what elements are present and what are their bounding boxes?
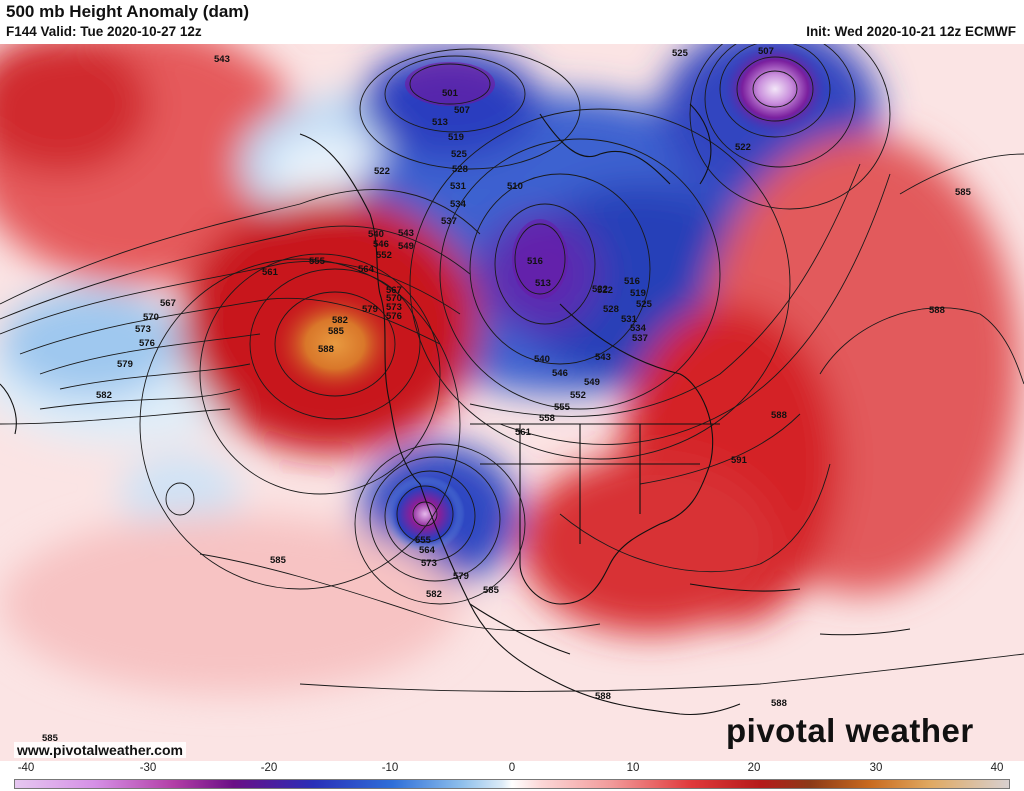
contour-label: 537 <box>441 216 457 227</box>
colorbar-tick: 10 <box>626 762 640 774</box>
contour-label: 531 <box>621 314 638 325</box>
contour-label: 573 <box>135 324 151 335</box>
contour-label: 582 <box>332 315 348 326</box>
contour-label: 507 <box>454 105 470 116</box>
contour-label: 546 <box>552 368 568 379</box>
init-time: Init: Wed 2020-10-21 12z ECMWF <box>806 24 1016 39</box>
contour-label: 516 <box>527 256 543 267</box>
contour-label: 585 <box>483 585 500 596</box>
ridge-core <box>270 289 400 399</box>
contour-label: 501 <box>442 88 459 99</box>
contour-label: 549 <box>398 241 414 252</box>
arctic-low-core <box>405 62 495 106</box>
contour-label: 528 <box>452 164 468 175</box>
contour-label: 561 <box>262 267 279 278</box>
contour-label: 507 <box>758 46 774 57</box>
colorbar-tick: 20 <box>747 762 761 774</box>
contour-label: 588 <box>771 410 787 421</box>
contour-label: 555 <box>309 256 326 267</box>
contour-label: 534 <box>630 323 647 334</box>
contour-label: 585 <box>955 187 972 198</box>
contour-label: 552 <box>570 390 586 401</box>
contour-label: 588 <box>929 305 945 316</box>
contour-label: 573 <box>421 558 437 569</box>
contour-label: 528 <box>603 304 619 315</box>
contour-label: 531 <box>450 181 467 192</box>
contour-label: 582 <box>426 589 442 600</box>
contour-label: 525 <box>672 48 689 59</box>
website-link[interactable]: www.pivotalweather.com <box>14 742 186 758</box>
brand-logo: pivotal weather <box>726 712 974 749</box>
contour-label: 573 <box>386 302 402 313</box>
contour-label: 561 <box>515 427 532 438</box>
contour-label: 516 <box>624 276 640 287</box>
colorbar-tick: 30 <box>869 762 883 774</box>
contour-label: 576 <box>386 311 402 322</box>
contour-label: 546 <box>373 239 389 250</box>
contour-label: 588 <box>771 698 787 709</box>
contour-label: 558 <box>539 413 555 424</box>
colorbar-tick: 40 <box>990 762 1004 774</box>
contour-label: 579 <box>362 304 378 315</box>
contour-label: 576 <box>139 338 155 349</box>
map-title: 500 mb Height Anomaly (dam) <box>6 2 250 21</box>
map-canvas: 543 501 507 513 519 525 525 507 522 522 … <box>0 44 1024 761</box>
contour-label: 588 <box>318 344 334 355</box>
contour-label: 570 <box>143 312 159 323</box>
contour-label: 555 <box>415 535 432 546</box>
contour-label: 585 <box>328 326 345 337</box>
contour-label: 570 <box>386 293 402 304</box>
contour-label: 579 <box>117 359 133 370</box>
contour-label: 543 <box>595 352 611 363</box>
contour-label: 564 <box>419 545 436 556</box>
contour-label: 522 <box>592 284 608 295</box>
header-bar: 500 mb Height Anomaly (dam) F144 Valid: … <box>0 0 1024 44</box>
contour-label: 540 <box>534 354 550 365</box>
contour-label: 585 <box>270 555 287 566</box>
contour-label: 540 <box>368 229 384 240</box>
height-contours <box>0 44 1024 692</box>
contour-label: 543 <box>214 54 230 65</box>
contour-label: 588 <box>595 691 611 702</box>
contour-label: 582 <box>96 390 112 401</box>
colorbar-tick: -40 <box>17 762 35 774</box>
contour-label: 537 <box>632 333 648 344</box>
contour-label: 567 <box>160 298 176 309</box>
contour-label: 543 <box>398 228 414 239</box>
contour-label: 567 <box>386 285 402 296</box>
anomaly-shading <box>0 44 1020 694</box>
contour-label: 513 <box>432 117 448 128</box>
anomaly-map[interactable]: 543 501 507 513 519 525 525 507 522 522 … <box>0 44 1024 761</box>
contour-label: 525 <box>636 299 653 310</box>
hudson-low-core <box>512 219 568 299</box>
colorbar-tick: 0 <box>508 762 516 774</box>
contour-label: 510 <box>507 181 523 192</box>
colorbar <box>14 779 1010 789</box>
contour-label: 534 <box>450 199 467 210</box>
contour-label: 585 <box>42 733 59 744</box>
contour-label: 522 <box>374 166 390 177</box>
contour-label: 549 <box>584 377 600 388</box>
contour-label: 564 <box>358 264 375 275</box>
contour-label: 525 <box>451 149 468 160</box>
contour-label: 519 <box>448 132 464 143</box>
contour-label: 519 <box>630 288 646 299</box>
contour-labels: 543 501 507 513 519 525 525 507 522 522 … <box>42 46 972 744</box>
colorbar-tick: -20 <box>260 762 278 774</box>
contour-label: 522 <box>597 285 613 296</box>
contour-label: 555 <box>554 402 571 413</box>
contour-label: 522 <box>735 142 751 153</box>
contour-label: 579 <box>453 571 469 582</box>
contour-label: 513 <box>535 278 551 289</box>
colorbar-tick: -10 <box>381 762 399 774</box>
contour-label: 552 <box>376 250 392 261</box>
contour-label: 591 <box>731 455 748 466</box>
colorbar-tick: -30 <box>139 762 157 774</box>
coastlines <box>0 103 911 716</box>
valid-time: F144 Valid: Tue 2020-10-27 12z <box>6 24 202 39</box>
